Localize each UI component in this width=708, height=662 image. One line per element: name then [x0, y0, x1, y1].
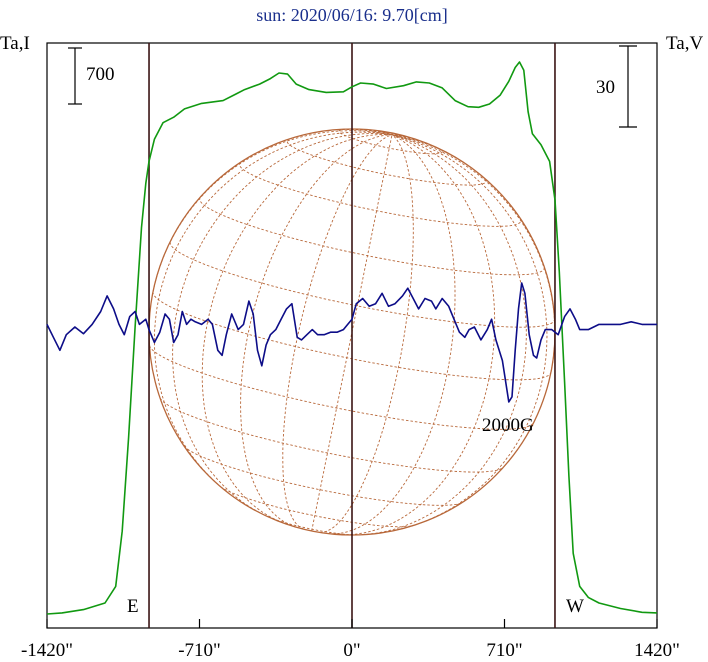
x-tick-label: 1420" [634, 640, 680, 661]
longitude-line [319, 134, 414, 533]
x-tick-label: -710" [178, 640, 221, 661]
longitude-line [357, 134, 527, 536]
longitude-line [240, 134, 393, 528]
latitude-line [220, 486, 413, 528]
longitude-line [311, 134, 393, 531]
intensity-series-line [46, 61, 658, 615]
left-axis-label: Ta,I [0, 33, 30, 54]
latitude-line [338, 128, 443, 155]
latitude-line [169, 242, 555, 328]
latitude-line [239, 161, 522, 227]
left-scale-value: 700 [86, 64, 115, 85]
latitude-line [159, 397, 504, 473]
right-axis-label: Ta,V [666, 33, 703, 54]
x-axis: -1420" -710" 0" 710" 1420" [21, 619, 680, 661]
x-tick-label: -1420" [21, 640, 73, 661]
longitude-line [152, 130, 393, 292]
west-limb-label: W [566, 596, 584, 617]
longitude-line [153, 131, 393, 494]
x-tick-label: 0" [343, 640, 360, 661]
right-scale-value: 30 [596, 77, 615, 98]
longitude-line [391, 134, 548, 529]
right-scale-bar [619, 45, 637, 128]
limb-lines [148, 43, 556, 628]
latitude-line [286, 138, 487, 186]
longitude-line [327, 134, 456, 535]
east-limb-label: E [127, 596, 139, 617]
left-scale-bar [68, 47, 82, 105]
latitude-line [199, 197, 545, 276]
polarization-series-line [46, 282, 657, 403]
latitude-line [149, 345, 534, 430]
longitude-line [391, 134, 556, 373]
longitude-line [282, 134, 393, 530]
longitude-line [341, 134, 496, 536]
x-tick-label: 710" [486, 640, 522, 661]
field-strength-label: 2000G [482, 415, 534, 436]
longitude-line [172, 133, 393, 518]
latitude-line [183, 445, 463, 506]
longitude-line [201, 134, 393, 524]
chart-title: sun: 2020/06/16: 9.70[cm] [256, 5, 448, 25]
